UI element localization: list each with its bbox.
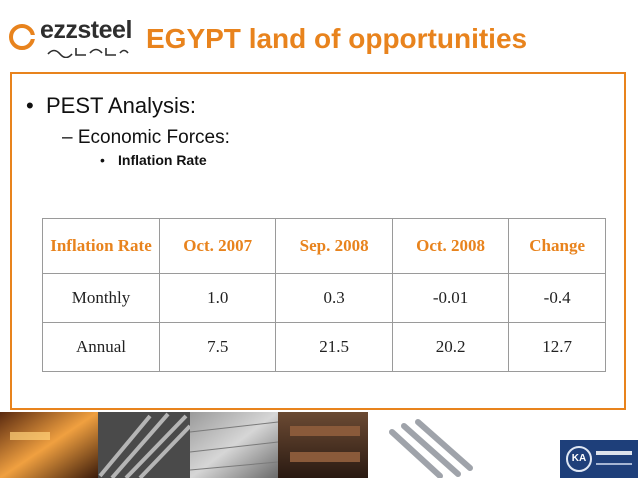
slide-title: EGYPT land of opportunities bbox=[146, 23, 528, 54]
table-cell: -0.4 bbox=[508, 273, 606, 323]
table-row: Monthly 1.0 0.3 -0.01 -0.4 bbox=[42, 273, 606, 323]
table-header-cell: Inflation Rate bbox=[42, 218, 160, 274]
ezzsteel-logo: ezzsteel bbox=[6, 14, 134, 60]
table-header-row: Inflation Rate Oct. 2007 Sep. 2008 Oct. … bbox=[42, 218, 606, 274]
ka-tagline bbox=[596, 463, 632, 465]
table-header-cell: Sep. 2008 bbox=[275, 218, 393, 274]
table-header-cell: Oct. 2007 bbox=[158, 218, 277, 274]
table-cell: 1.0 bbox=[158, 273, 277, 323]
bullet-dot: • bbox=[100, 152, 105, 168]
table-cell: 12.7 bbox=[508, 322, 606, 372]
table-cell: Annual bbox=[42, 322, 160, 372]
table-cell: -0.01 bbox=[391, 273, 510, 323]
bullet-level-2: – Economic Forces: bbox=[62, 126, 230, 150]
table-header-cell: Change bbox=[508, 218, 606, 274]
steel-products-photo-strip bbox=[0, 412, 560, 478]
bullet-level-3-text: Inflation Rate bbox=[118, 152, 207, 168]
dash: – bbox=[62, 127, 78, 148]
logo-wordmark: ezzsteel bbox=[40, 16, 132, 44]
bullet-level-1: • PEST Analysis: bbox=[26, 92, 196, 120]
bullet-level-2-text: Economic Forces: bbox=[77, 127, 230, 148]
arabic-logo-script bbox=[47, 48, 129, 58]
ezzsteel-logo-mark-icon bbox=[9, 24, 36, 50]
table-cell: 21.5 bbox=[275, 322, 393, 372]
bullet-dot: • bbox=[26, 93, 34, 118]
inflation-table: Inflation Rate Oct. 2007 Sep. 2008 Oct. … bbox=[42, 218, 606, 372]
ka-wordmark bbox=[596, 451, 632, 455]
ka-emblem-icon: KA bbox=[566, 446, 592, 472]
table-row: Annual 7.5 21.5 20.2 12.7 bbox=[42, 322, 606, 372]
table-header-cell: Oct. 2008 bbox=[391, 218, 510, 274]
bullet-level-1-text: PEST Analysis: bbox=[46, 93, 196, 118]
bullet-level-3: • Inflation Rate bbox=[100, 150, 207, 170]
knowledge-academy-logo: KA bbox=[560, 440, 638, 478]
content-frame bbox=[10, 72, 626, 410]
table-cell: 7.5 bbox=[158, 322, 277, 372]
table-cell: 20.2 bbox=[391, 322, 510, 372]
table-cell: Monthly bbox=[42, 273, 160, 323]
table-cell: 0.3 bbox=[275, 273, 393, 323]
